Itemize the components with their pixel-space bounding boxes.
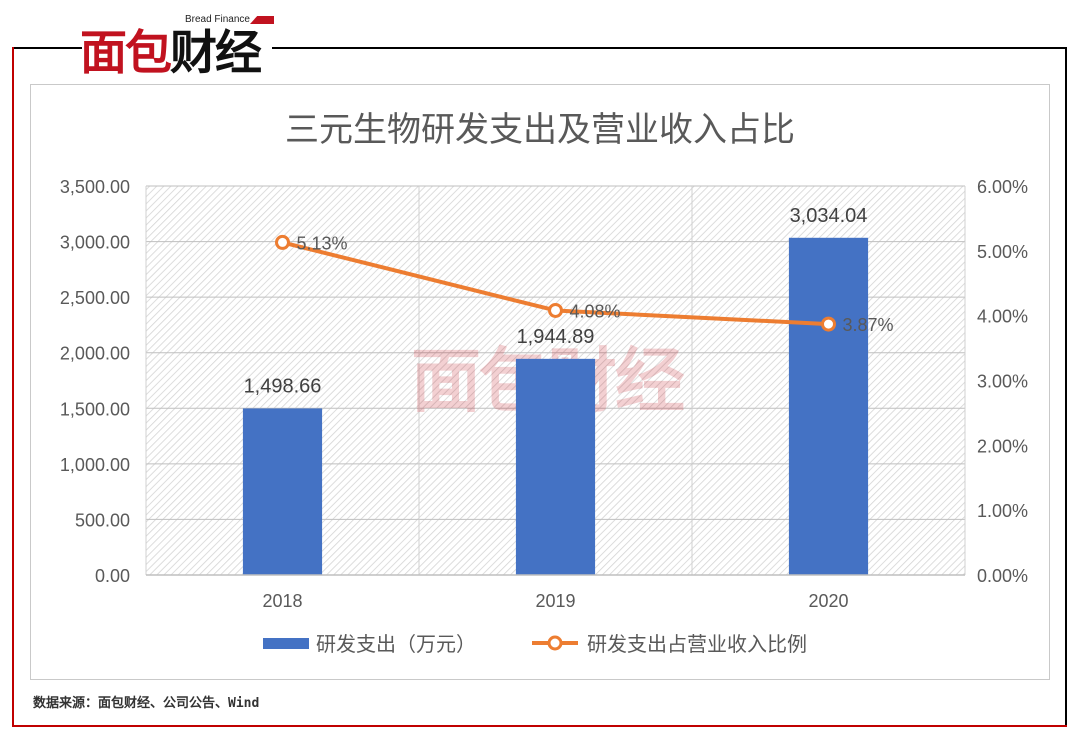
bar [788,237,869,575]
data-labels: 1,498.66 1,944.89 3,034.04 5.13% 4.08% 3.87% [244,205,894,398]
bar-data-label: 1,944.89 [517,326,595,348]
bar [515,358,596,575]
brand-logo: Bread Finance 面包财经 [78,14,274,80]
y-right-tick-label: 4.00% [977,307,1028,327]
line-point [548,302,563,318]
x-tick-label: 2019 [535,591,575,611]
line-data-label: 5.13% [297,233,348,253]
y-right-tick-label: 5.00% [977,242,1028,262]
logo-chinese-name: 面包财经 [80,26,262,81]
line-data-label: 3.87% [843,315,894,335]
chart-title: 三元生物研发支出及营业收入占比 [285,111,795,149]
frame-right-line [1065,47,1067,727]
x-tick-label: 2018 [262,591,302,611]
frame-top-line-right [272,47,1067,49]
legend-line-label: 研发支出占营业收入比例 [587,633,807,656]
bar-data-label: 1,498.66 [244,375,322,397]
y-left-tick-label: 2,000.00 [60,344,130,364]
legend: 研发支出（万元） 研发支出占营业收入比例 [263,633,807,656]
y-right-tick-label: 6.00% [977,177,1028,197]
frame-top-line-left [12,47,82,49]
bar-data-label: 3,034.04 [790,205,868,227]
line-series [275,234,836,332]
y-left-tick-label: 500.00 [75,510,130,530]
line-point [821,316,836,332]
y-right-tick-label: 3.00% [977,372,1028,392]
y-right-tick-label: 2.00% [977,436,1028,456]
bar [242,408,323,575]
x-tick-label: 2020 [808,591,848,611]
line-point [275,234,290,250]
y-left-tick-label: 3,000.00 [60,233,130,253]
logo-english-name: Bread Finance [184,14,250,25]
y-left-tick-label: 1,500.00 [60,399,130,419]
frame-left-line [12,47,14,727]
legend-bar-label: 研发支出（万元） [316,633,476,656]
source-note: 数据来源：面包财经、公司公告、Wind [33,696,260,711]
legend-bar-swatch [263,638,309,649]
y-right-tick-label: 0.00% [977,566,1028,586]
logo-red-mark [250,16,274,24]
chart-card: 三元生物研发支出及营业收入占比 面包财经 0.00500.001,000.001… [30,84,1050,680]
y-left-tick-label: 1,000.00 [60,455,130,475]
bar-series [242,237,869,575]
y-right-tick-label: 1.00% [977,501,1028,521]
axes: 0.00 500.00 1,000.00 1,500.00 2,000.00 2,500.… [60,177,1028,611]
y-left-tick-label: 3,500.00 [60,177,130,197]
frame-bottom-line [12,725,1067,727]
y-left-tick-label: 2,500.00 [60,288,130,308]
chart-svg: 三元生物研发支出及营业收入占比 面包财经 0.00500.001,000.001… [60,111,1028,656]
legend-line-marker [547,635,563,651]
y-left-tick-label: 0.00 [95,566,130,586]
line-data-label: 4.08% [570,301,621,321]
